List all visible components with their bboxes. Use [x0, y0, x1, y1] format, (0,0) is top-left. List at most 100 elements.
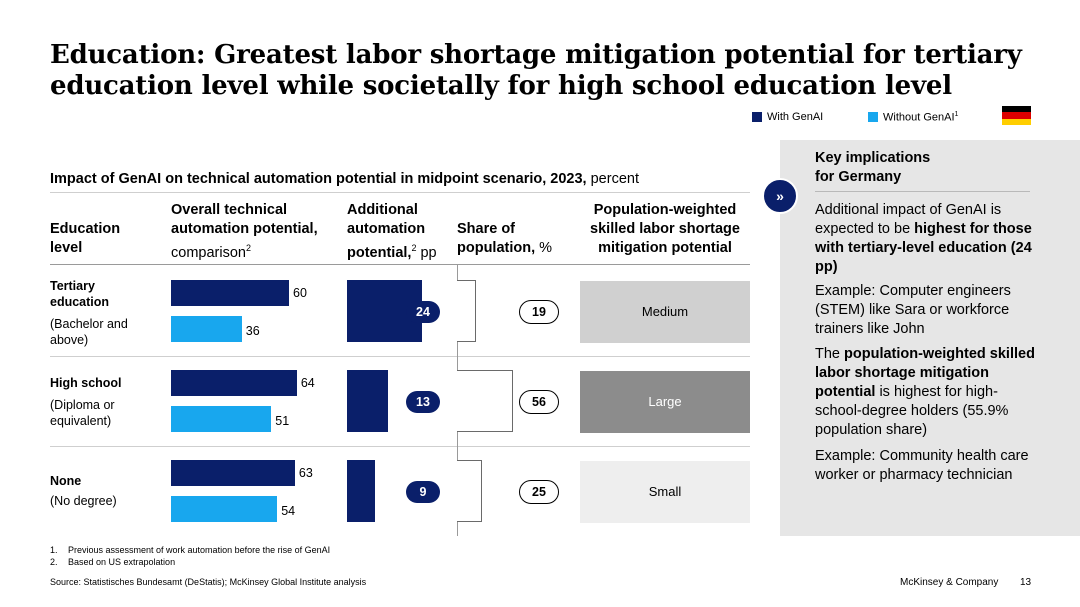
panel-paragraph-1: Additional impact of GenAI is expected t… — [815, 201, 1040, 277]
row-label-tertiary: Tertiary education (Bachelor and above) — [50, 278, 128, 348]
legend-footnote-ref: 1 — [954, 111, 959, 118]
source-note: Source: Statistisches Bundesamt (DeStati… — [50, 577, 367, 587]
additional-potential-bar — [347, 370, 388, 432]
header-overall-potential: Overall technical automation potential, … — [171, 201, 318, 263]
legend-label-without: Without GenAI — [883, 111, 955, 124]
footnote-2-text: Based on US extrapolation — [68, 557, 176, 567]
bar-value-without-genai: 54 — [281, 504, 296, 518]
header-col4-line1: Share of — [457, 221, 516, 237]
row-label-high-school: High school (Diploma or equivalent) — [50, 375, 122, 429]
legend-label-with: With GenAI — [767, 111, 824, 123]
panel-p3-bold: population-weighted skilled labor shorta… — [815, 346, 1035, 400]
company-name: McKinsey & Company — [900, 577, 999, 588]
bar-value-without-genai: 51 — [275, 414, 290, 428]
header-divider — [50, 264, 750, 265]
page-title: Education: Greatest labor shortage mitig… — [50, 40, 1022, 101]
header-col3-line1: Additional — [347, 202, 418, 218]
header-col4-line2: population, — [457, 240, 536, 256]
chevron-right-icon: » — [762, 178, 798, 214]
additional-potential-value: 13 — [406, 391, 440, 413]
germany-flag-icon — [1002, 106, 1031, 125]
header-additional-potential: Additional automation potential,2 pp — [347, 201, 437, 263]
bar-value-without-genai: 36 — [245, 324, 260, 338]
chart-subtitle: Impact of GenAI on technical automation … — [50, 171, 639, 187]
row-label-tertiary-main2: education — [50, 295, 110, 309]
header-col2-line3: comparison — [171, 244, 246, 261]
panel-divider — [815, 191, 1030, 192]
population-share-value: 25 — [519, 480, 559, 504]
row-divider-1 — [50, 356, 750, 357]
footnote-1: 1. Previous assessment of work automation… — [50, 545, 330, 555]
subtitle-divider — [50, 192, 750, 193]
panel-p1-bold: highest for those with tertiary-level ed… — [815, 221, 1032, 275]
row-label-none-main: None — [50, 474, 82, 488]
chart-subtitle-unit: percent — [586, 171, 639, 187]
additional-potential-value: 9 — [406, 481, 440, 503]
row-label-none-sub1: (No degree) — [50, 494, 117, 508]
row-label-tertiary-sub2: above) — [50, 333, 89, 347]
panel-p3-normal-b: is highest for high-school-degree holder… — [815, 384, 1009, 438]
page-number: 13 — [1020, 577, 1032, 588]
population-share-value: 56 — [519, 390, 559, 414]
key-implications-panel — [780, 140, 1080, 536]
legend-with-genai: With GenAI — [752, 111, 823, 123]
panel-paragraph-4: Example: Community health care worker or… — [815, 448, 1029, 483]
bar-without-genai — [171, 316, 242, 342]
bar-without-genai — [171, 496, 278, 522]
footnote-1-text: Previous assessment of work automation b… — [68, 545, 331, 555]
footnote-2-number: 2. — [50, 557, 58, 567]
header-col3-unit: pp — [416, 244, 437, 261]
row-label-tertiary-sub1: (Bachelor and — [50, 317, 128, 331]
header-col2-sup: 2 — [245, 243, 251, 253]
footnote-1-number: 1. — [50, 545, 58, 555]
panel-paragraph-3: The population-weighted skilled labor sh… — [815, 345, 1040, 440]
panel-p1-normal: Additional impact of GenAI is expected t… — [815, 202, 1002, 237]
header-share-population: Share of population, % — [457, 220, 552, 258]
header-col3-sup: 2 — [411, 243, 417, 253]
legend-swatch-without — [868, 112, 878, 123]
bar-with-genai — [171, 370, 297, 396]
population-share-bar — [457, 280, 476, 342]
mitigation-potential-box: Small — [580, 461, 750, 523]
panel-heading-line2: for Germany — [815, 169, 902, 185]
row-label-highschool-sub2: equivalent) — [50, 414, 112, 428]
panel-heading-line1: Key implications — [815, 150, 931, 166]
header-col1-line1: Education — [50, 221, 121, 237]
bar-value-with-genai: 60 — [293, 286, 307, 300]
footnote-2: 2. Based on US extrapolation — [50, 557, 175, 567]
bar-with-genai — [171, 460, 295, 486]
population-share-bar — [457, 460, 482, 522]
chart-subtitle-bold: Impact of GenAI on technical automation … — [50, 171, 587, 187]
header-education-level: Education level — [50, 220, 120, 258]
population-share-value: 19 — [519, 300, 559, 324]
header-col4-unit: % — [535, 240, 553, 256]
panel-paragraph-2: Example: Computer engineers (STEM) like … — [815, 283, 1011, 337]
bar-value-with-genai: 63 — [298, 466, 313, 480]
header-col3-line2: automation — [347, 221, 426, 237]
panel-heading: Key implications for Germany — [815, 149, 930, 187]
mitigation-potential-box: Medium — [580, 281, 750, 343]
additional-potential-bar — [347, 460, 376, 522]
header-col2-line1: Overall technical — [171, 202, 288, 218]
header-mitigation-potential: Population-weighted skilled labor shorta… — [580, 201, 750, 258]
additional-potential-value: 24 — [406, 301, 440, 323]
mitigation-potential-box: Large — [580, 371, 750, 433]
row-label-none: None (No degree) — [50, 473, 117, 509]
header-col5-line1: Population-weighted — [593, 202, 737, 218]
row-label-tertiary-main: Tertiary — [50, 279, 95, 293]
header-col5-line2: skilled labor shortage — [590, 221, 740, 237]
bar-value-with-genai: 64 — [300, 376, 315, 390]
bar-with-genai — [171, 280, 289, 306]
row-label-highschool-sub1: (Diploma or — [50, 398, 115, 412]
legend-swatch-with — [752, 112, 762, 122]
bar-without-genai — [171, 406, 272, 432]
header-col1-line2: level — [50, 240, 83, 256]
row-divider-2 — [50, 446, 750, 447]
additional-potential-bar — [347, 280, 422, 342]
legend-without-genai: Without GenAI1 — [868, 111, 958, 124]
population-axis — [457, 264, 458, 536]
row-label-highschool-main: High school — [50, 376, 122, 390]
header-col5-line3: mitigation potential — [598, 240, 732, 256]
population-share-bar — [457, 370, 513, 432]
header-col2-line2: automation potential, — [171, 221, 318, 237]
